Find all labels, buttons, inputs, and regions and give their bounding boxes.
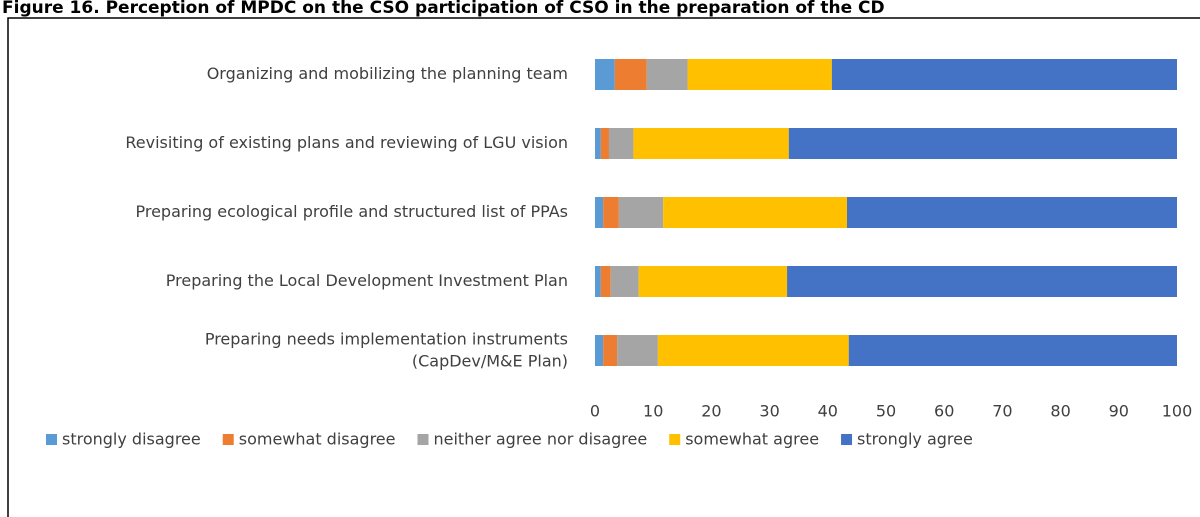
bar-segment [595, 266, 601, 297]
bar-segment [595, 59, 615, 90]
x-tick-label: 30 [759, 402, 779, 421]
y-tick-label: Preparing ecological profile and structu… [135, 202, 568, 221]
y-tick-label: Organizing and mobilizing the planning t… [207, 64, 568, 83]
x-tick-label: 70 [992, 402, 1012, 421]
y-tick-label: Preparing the Local Development Investme… [166, 271, 568, 290]
bar-segment [787, 266, 1177, 297]
legend-label: somewhat disagree [239, 430, 396, 449]
bar-segment [848, 335, 1177, 366]
x-tick-label: 80 [1050, 402, 1070, 421]
bar-segment [646, 59, 688, 90]
bar-segment [617, 335, 658, 366]
x-tick-label: 10 [643, 402, 663, 421]
x-tick-label: 60 [934, 402, 954, 421]
bar-segment [657, 335, 849, 366]
y-tick-label: Preparing needs implementation instrumen… [205, 329, 568, 370]
bar-segment [600, 128, 609, 159]
legend-label: strongly disagree [62, 430, 201, 449]
legend-swatch [669, 434, 681, 445]
x-tick-label: 40 [818, 402, 838, 421]
bar-segment [614, 59, 647, 90]
legend-label: neither agree nor disagree [434, 430, 648, 449]
bar-segment [595, 197, 604, 228]
bar-segment [687, 59, 832, 90]
bar-segment [595, 128, 601, 159]
chart-title: Figure 16. Perception of MPDC on the CSO… [2, 0, 885, 18]
bar-segment [610, 266, 639, 297]
bar-segment [638, 266, 788, 297]
x-tick-label: 50 [876, 402, 896, 421]
legend-swatch [46, 434, 57, 445]
x-tick-label: 100 [1162, 402, 1193, 421]
bar-segment [618, 197, 664, 228]
chart-frame [7, 17, 1200, 517]
bar-segment [603, 197, 619, 228]
bar-segment [595, 335, 604, 366]
bar-segment [603, 335, 618, 366]
bar-segment [847, 197, 1177, 228]
bar-segment [831, 59, 1177, 90]
bar-segment [600, 266, 611, 297]
bar-segment [663, 197, 848, 228]
bar-segment [633, 128, 789, 159]
legend-swatch [417, 434, 429, 445]
bar-segment [788, 128, 1177, 159]
x-tick-label: 20 [701, 402, 721, 421]
legend-swatch [222, 434, 234, 445]
legend-label: somewhat agree [685, 430, 819, 449]
x-tick-label: 90 [1109, 402, 1129, 421]
x-tick-label: 0 [590, 402, 600, 421]
y-tick-label: Revisiting of existing plans and reviewi… [125, 133, 568, 152]
legend-swatch [841, 434, 853, 445]
bar-segment [608, 128, 634, 159]
legend-label: strongly agree [857, 430, 973, 449]
